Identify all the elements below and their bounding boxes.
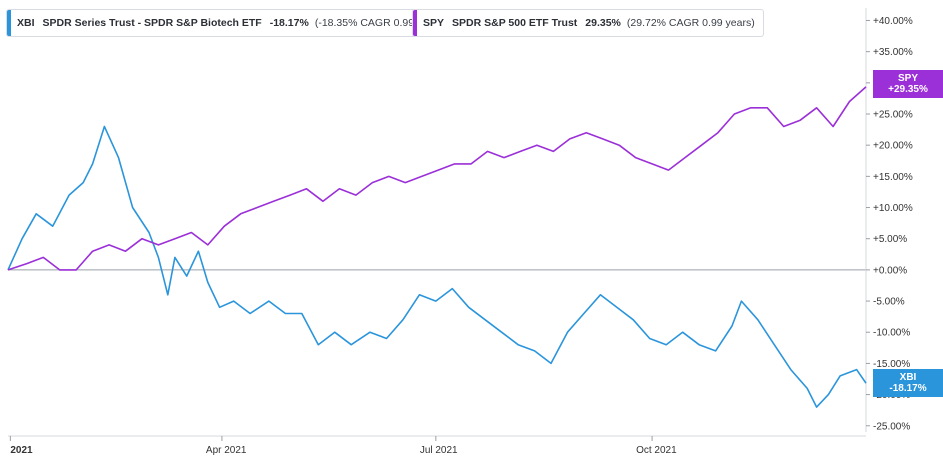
y-tick-label: +0.00% <box>873 265 907 276</box>
spy-badge-ticker: SPY <box>897 73 918 84</box>
spy-badge-value: +29.35% <box>888 84 928 95</box>
y-tick-label: +35.00% <box>873 47 913 58</box>
x-tick-label: Apr 2021 <box>206 445 247 456</box>
x-tick-label: Jul 2021 <box>420 445 458 456</box>
y-tick-label: -15.00% <box>873 359 910 370</box>
y-tick-label: +15.00% <box>873 172 913 183</box>
y-tick-label: +25.00% <box>873 110 913 121</box>
xbi-color-swatch <box>7 10 11 36</box>
y-tick-label: +5.00% <box>873 234 907 245</box>
xbi-name: SPDR Series Trust - SPDR S&P Biotech ETF <box>42 17 262 29</box>
spy-color-swatch <box>413 10 417 36</box>
y-tick-label: -10.00% <box>873 328 910 339</box>
xbi-change: -18.17% <box>269 17 309 29</box>
y-tick-label: +20.00% <box>873 141 913 152</box>
grid <box>8 8 867 437</box>
legend-item-xbi[interactable]: XBI SPDR Series Trust - SPDR S&P Biotech… <box>6 9 456 37</box>
spy-name: SPDR S&P 500 ETF Trust <box>452 17 578 29</box>
spy-value-badge: SPY +29.35% <box>873 70 943 98</box>
spy-change: 29.35% <box>585 17 621 29</box>
xbi-badge-value: -18.17% <box>889 383 927 394</box>
x-axis: 2021 Apr 2021 Jul 2021 Oct 2021 <box>9 436 677 456</box>
y-tick-label: -25.00% <box>873 421 910 432</box>
series-line-xbi <box>7 125 867 408</box>
x-tick-label: Oct 2021 <box>636 445 677 456</box>
xbi-badge-ticker: XBI <box>899 372 917 383</box>
spy-cagr: (29.72% CAGR 0.99 years) <box>626 17 755 29</box>
spy-ticker: SPY <box>423 17 445 29</box>
series-lines <box>7 86 867 408</box>
legend-item-spy[interactable]: SPY SPDR S&P 500 ETF Trust 29.35% (29.72… <box>412 9 764 37</box>
x-tick-label: 2021 <box>10 445 33 456</box>
xbi-ticker: XBI <box>17 17 35 29</box>
series-line-spy <box>7 86 867 271</box>
y-tick-label: +10.00% <box>873 203 913 214</box>
y-tick-label: +40.00% <box>873 16 913 27</box>
y-tick-label: -5.00% <box>873 297 905 308</box>
xbi-value-badge: XBI -18.17% <box>873 369 943 397</box>
